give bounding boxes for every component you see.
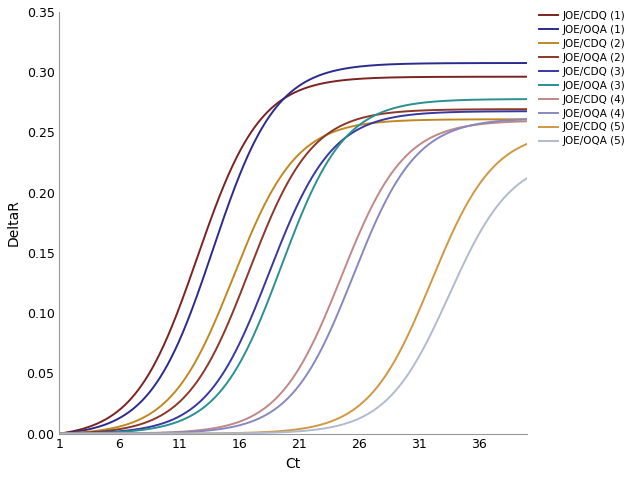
JOE/CDQ (2) xyxy=(354,122,361,128)
JOE/OQA (2) xyxy=(354,117,361,122)
JOE/OQA (5) xyxy=(523,175,531,181)
Legend: JOE/CDQ (1), JOE/OQA (1), JOE/CDQ (2), JOE/OQA (2), JOE/CDQ (3), JOE/OQA (3), JO: JOE/CDQ (1), JOE/OQA (1), JOE/CDQ (2), J… xyxy=(537,9,628,149)
JOE/CDQ (5) xyxy=(55,431,63,436)
JOE/CDQ (2) xyxy=(84,429,92,435)
JOE/CDQ (2) xyxy=(523,117,531,122)
JOE/OQA (1) xyxy=(84,426,92,432)
JOE/CDQ (2) xyxy=(340,126,347,131)
JOE/OQA (1) xyxy=(354,64,361,70)
JOE/OQA (5) xyxy=(340,422,347,427)
JOE/CDQ (5) xyxy=(354,404,361,410)
Line: JOE/OQA (5): JOE/OQA (5) xyxy=(59,178,527,434)
X-axis label: Ct: Ct xyxy=(286,457,301,471)
JOE/OQA (1) xyxy=(55,431,63,436)
JOE/OQA (2) xyxy=(458,107,466,112)
JOE/OQA (4) xyxy=(340,297,347,303)
JOE/CDQ (5) xyxy=(410,319,418,325)
JOE/CDQ (4) xyxy=(55,431,63,436)
JOE/OQA (4) xyxy=(523,117,531,122)
JOE/CDQ (2) xyxy=(458,117,466,122)
JOE/OQA (3) xyxy=(354,124,361,130)
JOE/CDQ (1) xyxy=(84,424,92,430)
JOE/CDQ (1) xyxy=(523,74,531,79)
JOE/OQA (3) xyxy=(55,431,63,436)
JOE/OQA (5) xyxy=(327,424,335,430)
JOE/CDQ (3) xyxy=(410,111,418,117)
JOE/OQA (2) xyxy=(340,122,347,128)
JOE/OQA (2) xyxy=(327,129,335,134)
JOE/CDQ (3) xyxy=(84,430,92,436)
JOE/OQA (1) xyxy=(523,60,531,66)
JOE/CDQ (3) xyxy=(55,431,63,436)
JOE/OQA (3) xyxy=(84,430,92,436)
Line: JOE/CDQ (3): JOE/CDQ (3) xyxy=(59,111,527,434)
Line: JOE/CDQ (5): JOE/CDQ (5) xyxy=(59,144,527,434)
JOE/CDQ (5) xyxy=(523,141,531,147)
JOE/OQA (1) xyxy=(327,69,335,75)
JOE/OQA (5) xyxy=(354,416,361,422)
Line: JOE/CDQ (1): JOE/CDQ (1) xyxy=(59,76,527,434)
JOE/CDQ (2) xyxy=(55,431,63,436)
JOE/CDQ (3) xyxy=(523,109,531,114)
JOE/OQA (1) xyxy=(410,61,418,66)
JOE/OQA (2) xyxy=(84,430,92,435)
JOE/CDQ (3) xyxy=(327,148,335,154)
JOE/CDQ (3) xyxy=(354,127,361,133)
JOE/CDQ (3) xyxy=(458,109,466,115)
JOE/OQA (3) xyxy=(523,96,531,102)
JOE/OQA (4) xyxy=(327,326,335,332)
JOE/CDQ (5) xyxy=(458,210,466,216)
Line: JOE/OQA (3): JOE/OQA (3) xyxy=(59,99,527,434)
JOE/OQA (3) xyxy=(340,137,347,143)
JOE/OQA (2) xyxy=(523,106,531,112)
JOE/CDQ (1) xyxy=(55,431,63,436)
JOE/OQA (2) xyxy=(410,108,418,114)
JOE/CDQ (1) xyxy=(410,74,418,80)
JOE/CDQ (4) xyxy=(410,146,418,152)
JOE/CDQ (1) xyxy=(458,74,466,80)
JOE/OQA (4) xyxy=(354,262,361,268)
JOE/OQA (5) xyxy=(458,264,466,270)
Line: JOE/OQA (1): JOE/OQA (1) xyxy=(59,63,527,434)
JOE/CDQ (4) xyxy=(84,431,92,436)
Line: JOE/CDQ (4): JOE/CDQ (4) xyxy=(59,121,527,434)
Y-axis label: DeltaR: DeltaR xyxy=(7,199,21,246)
JOE/OQA (5) xyxy=(55,431,63,436)
JOE/CDQ (4) xyxy=(354,235,361,241)
JOE/CDQ (4) xyxy=(327,299,335,305)
JOE/OQA (2) xyxy=(55,431,63,436)
JOE/CDQ (5) xyxy=(340,413,347,419)
JOE/CDQ (1) xyxy=(327,79,335,85)
Line: JOE/OQA (2): JOE/OQA (2) xyxy=(59,109,527,434)
JOE/CDQ (1) xyxy=(340,77,347,83)
JOE/OQA (3) xyxy=(458,97,466,103)
JOE/OQA (3) xyxy=(410,101,418,107)
JOE/OQA (5) xyxy=(410,362,418,368)
JOE/CDQ (4) xyxy=(458,124,466,130)
JOE/CDQ (2) xyxy=(410,118,418,123)
JOE/CDQ (3) xyxy=(340,137,347,142)
JOE/CDQ (4) xyxy=(523,119,531,124)
JOE/OQA (1) xyxy=(340,66,347,72)
JOE/OQA (4) xyxy=(458,125,466,130)
JOE/CDQ (5) xyxy=(327,419,335,424)
JOE/OQA (3) xyxy=(327,153,335,159)
JOE/CDQ (2) xyxy=(327,130,335,136)
JOE/OQA (1) xyxy=(458,60,466,66)
JOE/CDQ (1) xyxy=(354,76,361,82)
JOE/OQA (4) xyxy=(84,431,92,436)
JOE/CDQ (5) xyxy=(84,431,92,436)
Line: JOE/CDQ (2): JOE/CDQ (2) xyxy=(59,120,527,434)
JOE/OQA (4) xyxy=(55,431,63,436)
Line: JOE/OQA (4): JOE/OQA (4) xyxy=(59,120,527,434)
JOE/OQA (4) xyxy=(410,155,418,161)
JOE/CDQ (4) xyxy=(340,269,347,275)
JOE/OQA (5) xyxy=(84,431,92,436)
